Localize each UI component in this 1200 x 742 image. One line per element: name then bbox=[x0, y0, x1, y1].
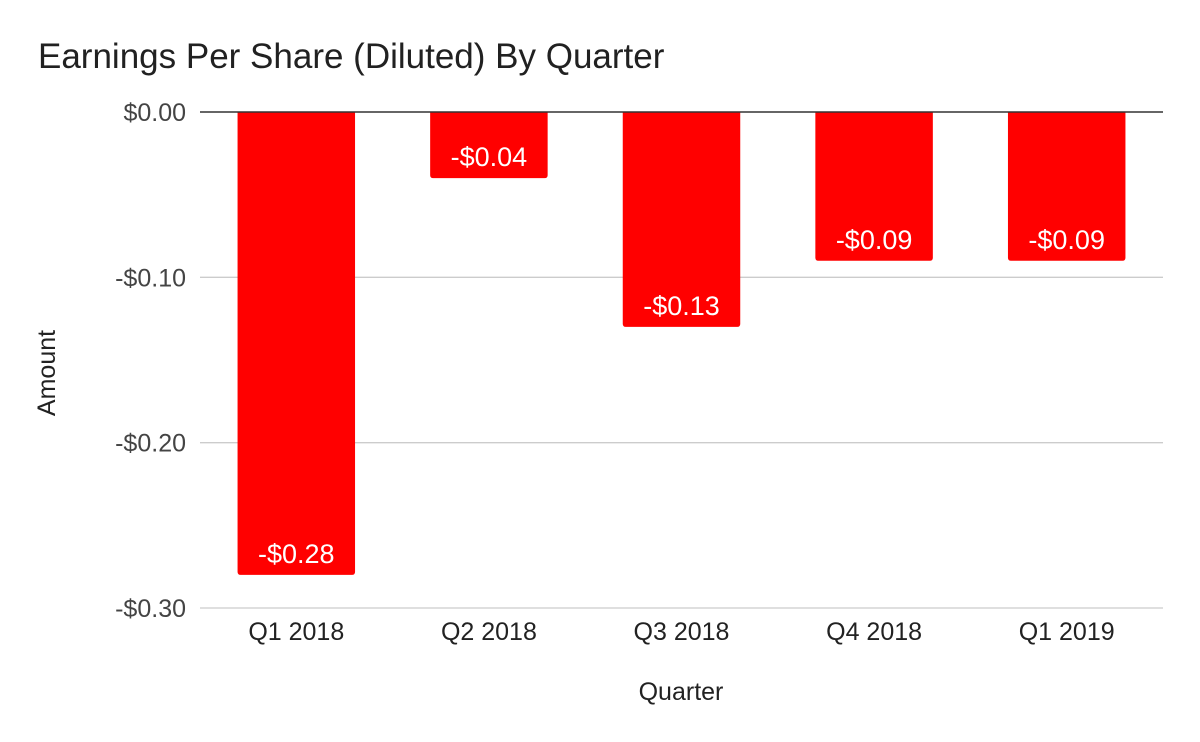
bar bbox=[430, 112, 548, 179]
bar bbox=[1007, 112, 1126, 261]
bar-data-label: -$0.13 bbox=[643, 291, 720, 321]
x-tick-label: Q1 2018 bbox=[248, 618, 344, 646]
y-tick-label: -$0.10 bbox=[115, 264, 186, 292]
bar-data-label: -$0.28 bbox=[258, 539, 335, 569]
bar bbox=[622, 112, 741, 327]
bar-data-label: -$0.09 bbox=[836, 225, 913, 255]
bar-group: -$0.09 bbox=[1007, 112, 1126, 261]
bar bbox=[237, 112, 356, 575]
bar-group: -$0.13 bbox=[622, 112, 741, 327]
x-axis-label: Quarter bbox=[639, 678, 724, 706]
x-axis-ticks: Q1 2018 Q2 2018 Q3 2018 Q4 2018 Q1 2019 bbox=[248, 618, 1114, 646]
bar-group: -$0.09 bbox=[815, 112, 933, 261]
y-tick-label: $0.00 bbox=[123, 99, 186, 127]
y-tick-label: -$0.30 bbox=[115, 595, 186, 623]
x-tick-label: Q3 2018 bbox=[634, 618, 730, 646]
x-tick-label: Q1 2019 bbox=[1019, 618, 1115, 646]
y-axis-ticks: $0.00 -$0.10 -$0.20 -$0.30 bbox=[115, 99, 186, 623]
x-tick-label: Q4 2018 bbox=[826, 618, 922, 646]
bar-data-label: -$0.04 bbox=[451, 142, 528, 172]
bar-group: -$0.04 bbox=[430, 112, 548, 179]
x-tick-label: Q2 2018 bbox=[441, 618, 537, 646]
bars: -$0.28 -$0.04 -$0.13 -$0.09 -$0.09 bbox=[237, 112, 1126, 575]
bar-group: -$0.28 bbox=[237, 112, 356, 575]
y-tick-label: -$0.20 bbox=[115, 430, 186, 458]
bar bbox=[815, 112, 933, 261]
chart-title: Earnings Per Share (Diluted) By Quarter bbox=[38, 37, 665, 76]
y-axis-label: Amount bbox=[33, 330, 61, 416]
bar-data-label: -$0.09 bbox=[1028, 225, 1105, 255]
